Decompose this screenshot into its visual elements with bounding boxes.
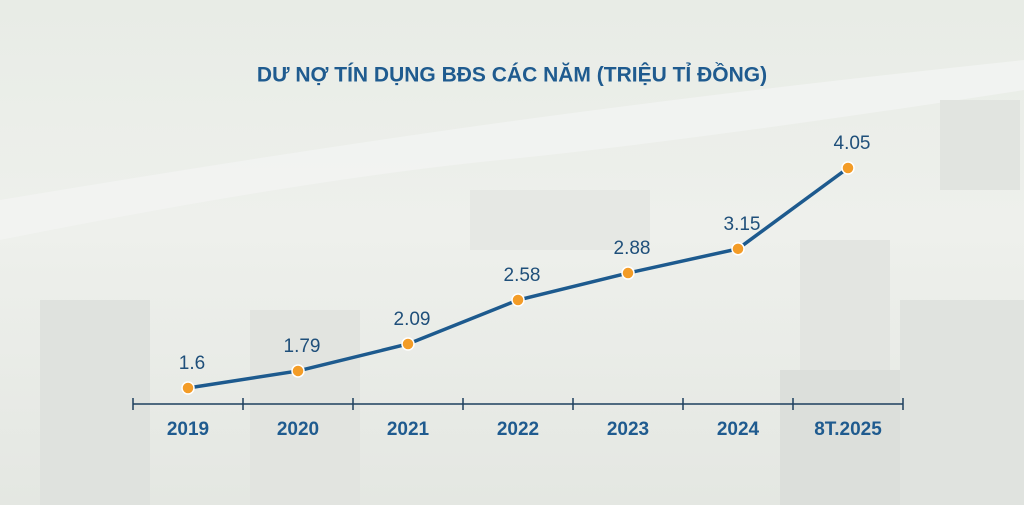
point — [841, 161, 855, 175]
x-tick-label: 2020 — [277, 419, 319, 440]
data-label: 2.58 — [504, 265, 541, 286]
point — [511, 293, 525, 307]
data-label: 3.15 — [724, 214, 761, 235]
x-tick-label: 2022 — [497, 419, 539, 440]
point — [731, 242, 745, 256]
x-tick-label: 2019 — [167, 419, 209, 440]
x-tick-label: 8T.2025 — [814, 419, 882, 440]
point — [621, 266, 635, 280]
point — [291, 364, 305, 378]
data-label: 2.88 — [614, 238, 651, 259]
data-label: 1.79 — [284, 336, 321, 357]
data-label: 1.6 — [179, 353, 205, 374]
data-label: 2.09 — [394, 309, 431, 330]
point — [401, 337, 415, 351]
data-label: 4.05 — [834, 133, 871, 154]
x-tick-label: 2021 — [387, 419, 430, 440]
x-tick-label: 2024 — [717, 419, 760, 440]
point — [181, 381, 195, 395]
chart-title: DƯ NỢ TÍN DỤNG BĐS CÁC NĂM (TRIỆU TỈ ĐỒN… — [257, 63, 767, 87]
x-tick-label: 2023 — [607, 419, 649, 440]
